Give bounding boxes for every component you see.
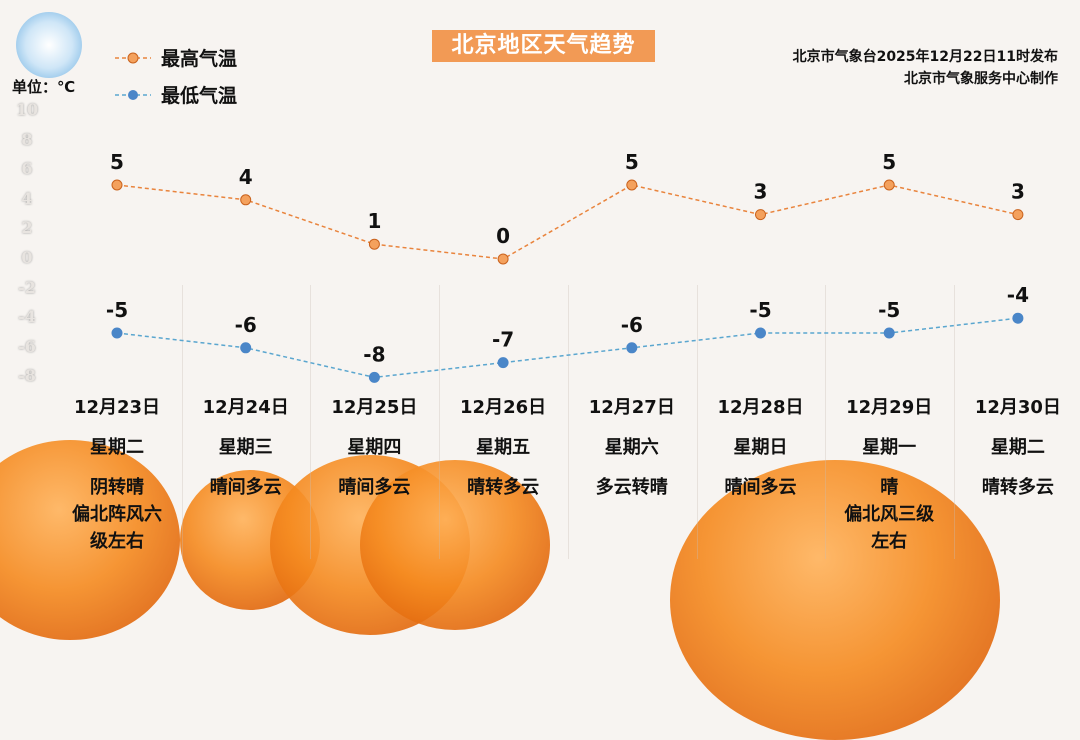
high-temp-label: 3 — [1011, 180, 1025, 204]
issuer-line2: 北京市气象服务中心制作 — [904, 71, 1058, 87]
low-temp-label: -8 — [363, 342, 385, 366]
high-temp-label: 5 — [625, 150, 639, 174]
column-divider — [953, 285, 955, 559]
legend-high: 最高气温 — [115, 44, 237, 71]
plot-area: 5 4 1 0 5 3 5 3 -5 -6 -8 -7 -6 -5 -5 -4 — [106, 150, 1029, 383]
date-label: 12月23日 — [73, 397, 161, 418]
low-temp-point — [111, 327, 123, 339]
y-tick-label: -4 — [18, 307, 36, 327]
weekday-label: 星期二 — [90, 437, 144, 458]
high-temp-label: 5 — [882, 150, 896, 174]
low-temp-point — [368, 371, 380, 383]
weather-text: 晴转多云 — [467, 477, 540, 498]
date-label: 12月26日 — [460, 397, 547, 418]
high-temp-point — [368, 238, 380, 250]
low-temp-label: -5 — [878, 298, 900, 322]
weather-text: 偏北阵风六 — [72, 504, 162, 525]
high-temp-point — [497, 253, 509, 265]
low-temp-label: -6 — [621, 313, 643, 337]
high-temp-point — [240, 194, 252, 206]
low-temp-point — [1012, 312, 1024, 324]
low-temp-label: -5 — [749, 298, 771, 322]
date-label: 12月29日 — [846, 397, 933, 418]
issuer-line1: 北京市气象台2025年12月22日11时发布 — [792, 49, 1058, 65]
weather-text: 多云转晴 — [595, 477, 668, 498]
y-tick-label: 6 — [21, 159, 33, 179]
date-label: 12月30日 — [974, 397, 1061, 418]
y-tick-label: 0 — [21, 248, 33, 267]
weekday-label: 星期日 — [733, 437, 788, 458]
high-temp-point — [755, 209, 766, 221]
weather-text: 晴间多云 — [724, 477, 797, 498]
high-temp-label: 3 — [754, 180, 768, 204]
column-divider — [696, 285, 698, 559]
weather-text: 晴 — [880, 477, 899, 498]
column-divider — [310, 285, 312, 559]
low-temp-label: -6 — [235, 313, 257, 337]
y-tick-label: 8 — [21, 129, 33, 149]
low-temp-point — [240, 342, 252, 354]
low-temp-point — [497, 357, 509, 369]
column-divider — [567, 285, 569, 559]
weekday-label: 星期三 — [218, 437, 273, 458]
column-divider — [439, 285, 441, 559]
date-label: 12月28日 — [717, 397, 804, 418]
low-temp-point — [626, 342, 638, 354]
high-temp-point — [1012, 209, 1024, 221]
high-temp-point — [883, 179, 895, 191]
unit-label: 单位：℃ — [12, 78, 76, 96]
column-divider — [181, 285, 183, 559]
meteorological-service-logo — [16, 12, 82, 78]
low-temp-label: -4 — [1007, 283, 1029, 307]
low-temp-label: -5 — [106, 298, 128, 322]
low-temp-label: -7 — [492, 328, 514, 352]
y-tick-label: -8 — [18, 366, 36, 386]
chart-title: 北京地区天气趋势 — [432, 30, 655, 62]
date-label: 12月24日 — [202, 397, 289, 418]
low-temp-point — [755, 327, 766, 339]
high-temp-label: 0 — [496, 224, 510, 248]
legend-low-label: 最低气温 — [161, 85, 238, 107]
weather-text: 晴间多云 — [209, 477, 282, 498]
weather-text: 左右 — [871, 531, 908, 552]
high-temp-label: 4 — [239, 165, 253, 189]
y-tick-label: 2 — [21, 218, 33, 238]
weekday-label: 星期二 — [990, 437, 1045, 458]
weather-text: 阴转晴 — [90, 477, 144, 498]
weekday-label: 星期一 — [862, 437, 917, 458]
legend-high-label: 最高气温 — [161, 48, 238, 70]
high-temp-label: 1 — [367, 209, 381, 233]
high-temp-point — [626, 179, 638, 191]
weather-text: 级左右 — [90, 531, 144, 552]
high-temp-label: 5 — [110, 150, 124, 174]
legend-low-marker-icon — [115, 89, 151, 100]
date-label: 12月27日 — [588, 397, 675, 418]
low-temp-point — [883, 327, 895, 339]
legend-low: 最低气温 — [115, 81, 237, 108]
weekday-label: 星期四 — [347, 437, 402, 458]
y-tick-label: 10 — [15, 100, 39, 119]
weekday-label: 星期六 — [604, 437, 659, 458]
high-temp-point — [111, 179, 123, 191]
column-divider — [825, 285, 827, 559]
legend-high-marker-icon — [115, 52, 151, 63]
date-label: 12月25日 — [331, 397, 418, 418]
weather-text: 偏北风三级 — [844, 504, 935, 525]
weather-text: 晴间多云 — [338, 477, 411, 498]
y-tick-label: -2 — [18, 277, 36, 297]
y-tick-label: -6 — [18, 336, 36, 356]
low-temp-line — [116, 317, 1018, 379]
high-temp-line — [116, 184, 1019, 260]
y-tick-label: 4 — [21, 188, 33, 208]
weekday-label: 星期五 — [476, 437, 531, 458]
weather-text: 晴转多云 — [981, 477, 1054, 498]
